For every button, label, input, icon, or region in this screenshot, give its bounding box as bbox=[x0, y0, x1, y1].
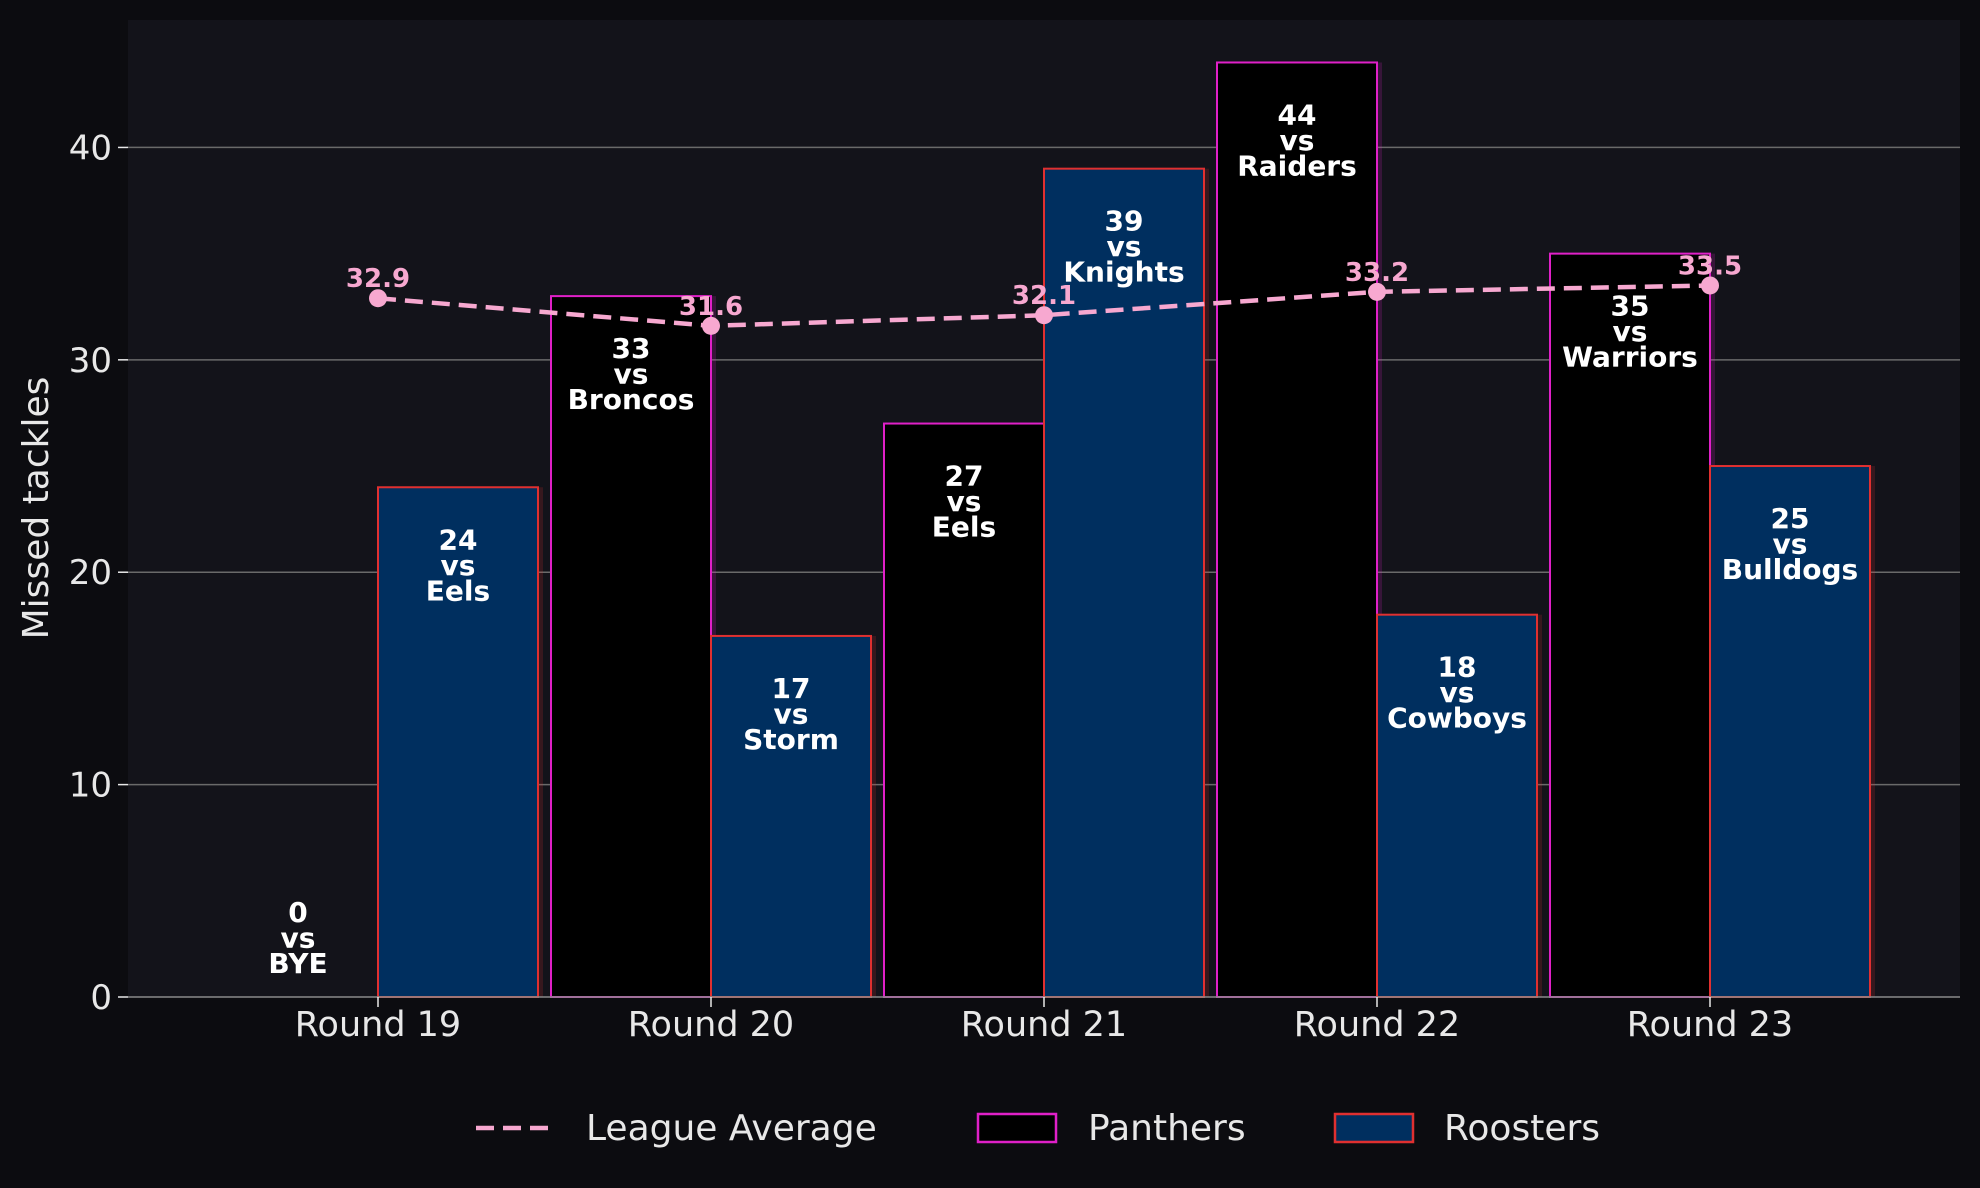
league-average-path bbox=[377, 283, 1711, 329]
roosters-bar-label: 24 bbox=[439, 523, 478, 556]
panthers-bar-label: Raiders bbox=[1237, 149, 1357, 182]
roosters-bar bbox=[1376, 613, 1538, 999]
panthers-bar-label: Warriors bbox=[1562, 341, 1698, 374]
panthers-bar-label: vs bbox=[614, 358, 649, 391]
y-tick-label: 40 bbox=[69, 128, 112, 168]
panthers-bar-label: 27 bbox=[945, 460, 984, 493]
x-tick-label: Round 20 bbox=[628, 1005, 794, 1045]
roosters-bar-label: vs bbox=[1773, 528, 1808, 561]
panthers-bar-label: BYE bbox=[268, 947, 327, 980]
roosters-bar-label: Bulldogs bbox=[1722, 553, 1858, 586]
roosters-bar-label: Eels bbox=[426, 574, 490, 607]
panthers-bar-label: vs bbox=[1613, 315, 1648, 348]
panthers-bar bbox=[550, 295, 712, 998]
panthers-bar-label: vs bbox=[947, 485, 982, 518]
roosters-bar-label: vs bbox=[1107, 230, 1142, 263]
roosters-bar-label: 25 bbox=[1771, 502, 1810, 535]
legend-swatch-roosters bbox=[1333, 1112, 1415, 1144]
roosters-bar-label: vs bbox=[774, 697, 809, 730]
roosters-bar-label: Storm bbox=[743, 723, 839, 756]
panthers-bar bbox=[1549, 252, 1711, 998]
league-average-point bbox=[1035, 306, 1053, 325]
league-average-point bbox=[369, 289, 387, 308]
league-average-line: 32.9 31.6 32.1 33.2 33.5 bbox=[346, 251, 1742, 335]
roosters-bar-label: Knights bbox=[1063, 256, 1184, 289]
roosters-bar-label: vs bbox=[1440, 676, 1475, 709]
y-axis-label: Missed tackles bbox=[16, 377, 57, 640]
league-average-label: 33.5 bbox=[1678, 251, 1742, 281]
panthers-bar-label: Broncos bbox=[568, 383, 695, 416]
bars: 0vsBYE33vsBroncos27vsEels44vsRaiders35vs… bbox=[268, 61, 1875, 999]
league-average-label: 33.2 bbox=[1345, 258, 1409, 288]
roosters-bar bbox=[710, 634, 872, 998]
panthers-bar-label: Eels bbox=[932, 511, 996, 544]
roosters-bar-label: Cowboys bbox=[1387, 702, 1527, 735]
legend-swatch-panthers bbox=[976, 1112, 1058, 1144]
roosters-bar-label: 18 bbox=[1438, 651, 1477, 684]
roosters-bar bbox=[1709, 465, 1871, 998]
y-tick-label: 30 bbox=[69, 341, 112, 381]
panthers-bar-label: 0 bbox=[288, 896, 307, 929]
roosters-bar-label: 17 bbox=[772, 672, 811, 705]
x-tick-label: Round 22 bbox=[1294, 1005, 1460, 1045]
legend: League Average Panthers Roosters bbox=[476, 1108, 1600, 1149]
x-tick-label: Round 19 bbox=[295, 1005, 461, 1045]
league-average-point bbox=[702, 316, 720, 335]
legend-label-roosters: Roosters bbox=[1444, 1108, 1600, 1149]
roosters-bar bbox=[377, 486, 539, 998]
x-tick-label: Round 21 bbox=[961, 1005, 1127, 1045]
panthers-bar bbox=[1216, 61, 1378, 998]
league-average-point bbox=[1701, 276, 1719, 295]
panthers-bar-label: 33 bbox=[612, 332, 651, 365]
axes: 0 10 20 30 40 Round 19 Round 20 Round 21 Round 2… bbox=[69, 128, 1960, 1045]
league-average-label: 32.9 bbox=[346, 264, 410, 294]
roosters-bar-label: 39 bbox=[1105, 205, 1144, 238]
legend-label-panthers: Panthers bbox=[1088, 1108, 1246, 1149]
league-average-point bbox=[1368, 282, 1386, 301]
y-tick-label: 10 bbox=[69, 766, 112, 806]
panthers-bar-label: vs bbox=[281, 922, 316, 955]
legend-label-league-average: League Average bbox=[586, 1108, 877, 1149]
roosters-bar-label: vs bbox=[441, 549, 476, 582]
league-average-label: 31.6 bbox=[679, 292, 743, 322]
league-average-label: 32.1 bbox=[1012, 281, 1076, 311]
panthers-bar bbox=[883, 422, 1045, 999]
y-tick-label: 0 bbox=[90, 978, 112, 1018]
y-tick-label: 20 bbox=[69, 553, 112, 593]
panthers-bar-label: 44 bbox=[1278, 98, 1317, 131]
x-tick-label: Round 23 bbox=[1627, 1005, 1793, 1045]
panthers-bar-label: 35 bbox=[1611, 290, 1650, 323]
panthers-bar-label: vs bbox=[1280, 124, 1315, 157]
